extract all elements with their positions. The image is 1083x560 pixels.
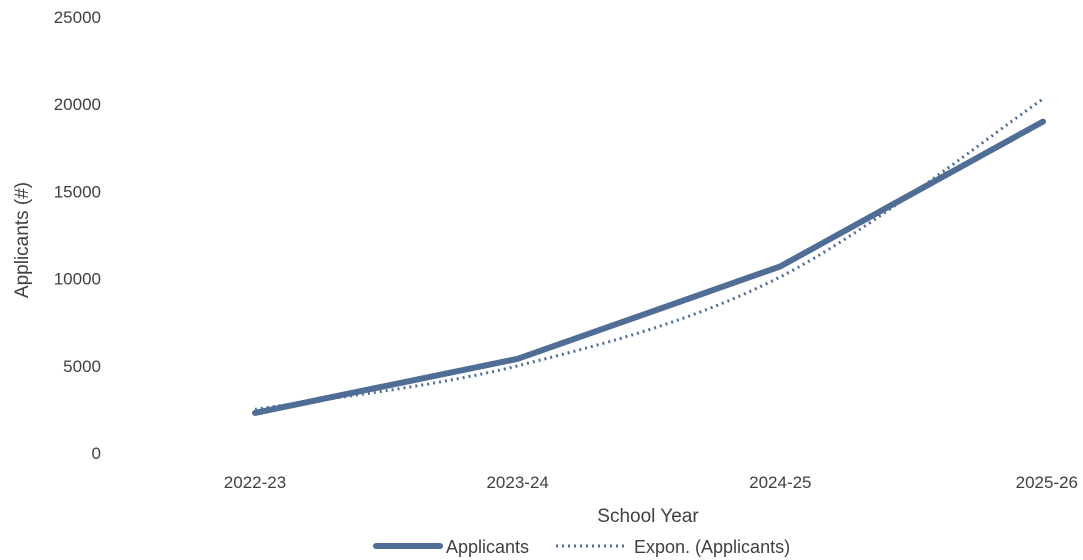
x-tick-label: 2024-25 [749, 473, 811, 492]
y-tick-label: 15000 [54, 182, 101, 201]
y-axis-ticks: 0 5000 10000 15000 20000 25000 [54, 8, 101, 463]
y-tick-label: 25000 [54, 8, 101, 27]
y-tick-label: 10000 [54, 270, 101, 289]
legend-label-applicants: Applicants [446, 537, 529, 557]
series-layer [252, 97, 1046, 416]
y-axis-title: Applicants (#) [12, 182, 33, 298]
legend: Applicants Expon. (Applicants) [373, 537, 790, 557]
x-axis-title: School Year [597, 506, 699, 527]
x-tick-label: 2023-24 [486, 473, 548, 492]
y-tick-label: 5000 [63, 357, 101, 376]
y-tick-label: 20000 [54, 95, 101, 114]
y-tick-label: 0 [92, 444, 101, 463]
series-line-applicants [252, 118, 1046, 416]
x-tick-label: 2025-26 [1016, 473, 1078, 492]
legend-label-expon: Expon. (Applicants) [634, 537, 790, 557]
x-tick-label: 2022-23 [224, 473, 286, 492]
series-line-expon-trend [254, 97, 1044, 411]
x-axis-ticks: 2022-23 2023-24 2024-25 2025-26 [224, 473, 1078, 492]
